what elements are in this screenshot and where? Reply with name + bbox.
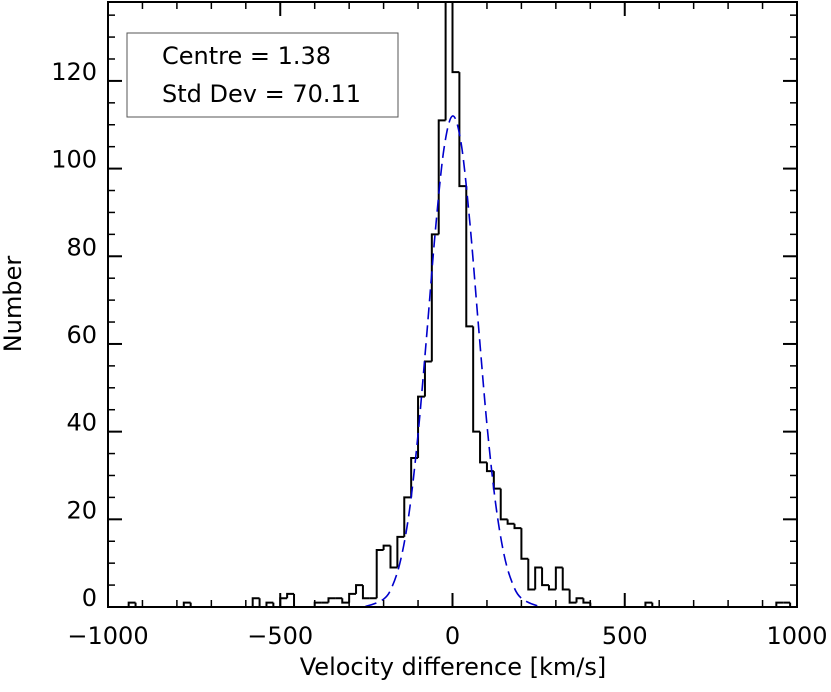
histogram-bin [582,598,591,604]
histogram-bin [458,72,467,188]
y-tick-label: 120 [51,58,97,86]
histogram-bin [472,326,481,433]
histogram-bin [279,597,288,607]
histogram-bin [485,462,494,473]
histogram-bin [651,602,660,607]
y-tick-label: 0 [82,584,97,612]
x-axis-label: Velocity difference [km/s] [300,653,606,681]
histogram-bin [327,597,336,603]
histogram-bin [423,360,432,397]
histogram-bin [561,567,570,591]
legend-box [126,32,399,118]
histogram-bin [451,2,460,74]
histogram-bin [547,585,556,591]
x-tick-label: 1000 [766,622,827,650]
histogram-bin [348,592,357,603]
x-tick-label: 0 [445,622,460,650]
histogram-bin [389,545,398,569]
histogram-bin [513,523,522,530]
y-tick-label: 80 [66,233,97,261]
histogram-bin [258,598,267,607]
x-tick-label: −1000 [67,622,148,650]
histogram-bin [499,488,508,521]
histogram-bin [775,601,784,607]
histogram-bin [355,584,363,594]
histogram-bin [396,535,405,568]
histogram-bin [492,471,501,490]
histogram-bin [520,528,529,560]
x-tick-label: −500 [247,622,313,650]
histogram-bin [403,496,412,537]
histogram-bin [554,566,563,590]
histogram-bin [265,601,274,607]
histogram-bin [575,597,584,603]
fit-curve [108,115,797,607]
histogram-bin [375,549,384,599]
histogram-bin [361,585,370,600]
histogram-bin [430,233,439,362]
annotation: Std Dev = 70.11 [162,80,361,108]
histogram-bin [527,558,536,591]
y-tick-label: 20 [66,496,97,524]
histogram-bin [182,601,191,607]
histogram-bin [789,602,797,607]
histogram-bin [127,601,136,607]
histogram-bin [382,544,391,551]
histogram-bin [134,602,143,607]
histogram-bin [444,2,447,121]
histogram-bin [506,519,515,525]
y-tick-label: 100 [51,146,97,174]
x-tick-label: 500 [602,622,648,650]
histogram-bin [251,597,260,607]
histogram-bin [465,186,474,328]
histogram-bin [341,598,350,604]
y-tick-label: 60 [66,321,97,349]
histogram-bin [568,589,577,604]
histogram-bin [286,592,295,599]
annotation: Centre = 1.38 [162,42,331,70]
y-axis-label: Number [0,256,27,353]
histogram-bin [189,602,198,607]
histogram-bin [541,567,549,587]
y-tick-label: 40 [66,409,97,437]
histogram-bin [272,602,281,607]
histogram-bin [293,593,301,607]
histogram-bin [437,119,446,235]
histogram-bin [479,431,487,464]
histogram-bin [534,566,543,590]
histogram-bin [644,601,653,607]
